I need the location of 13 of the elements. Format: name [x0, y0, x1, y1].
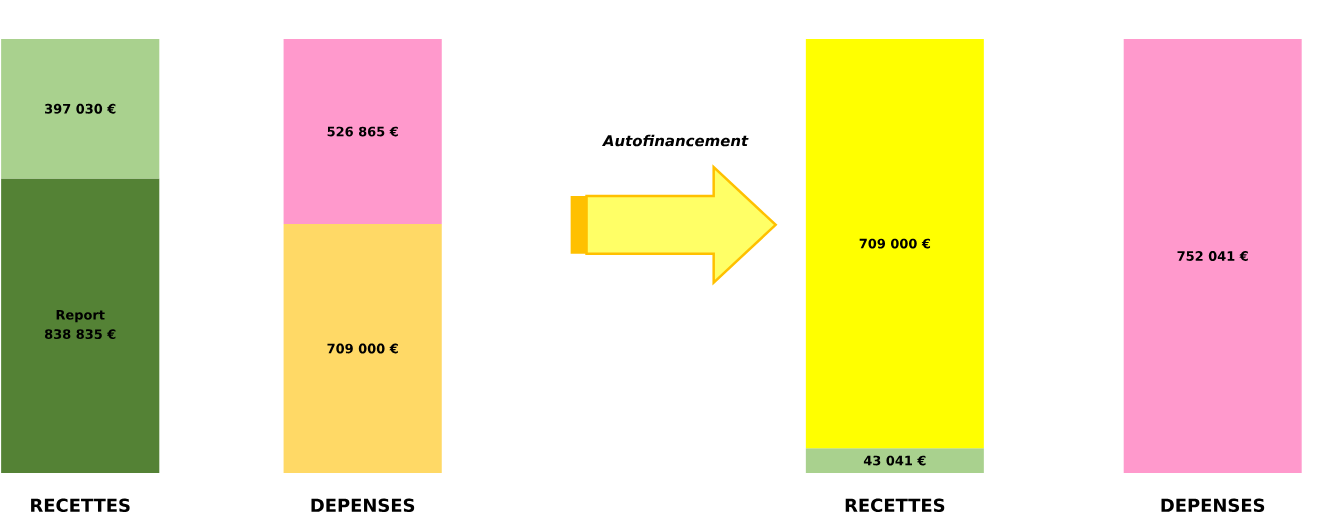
data-label: 397 030 €: [45, 103, 116, 114]
x-tick-label: RECETTES: [31, 498, 130, 513]
x-tick-label: DEPENSES: [311, 498, 415, 513]
data-label: 709 000 €: [859, 238, 931, 249]
data-label: 43 041 €: [863, 455, 926, 466]
annotation: Report: [56, 310, 105, 323]
data-label: 526 865 €: [327, 126, 398, 137]
data-label: 752 041 €: [1177, 251, 1248, 261]
data-label: 709 000 €: [327, 343, 398, 354]
data-label: 838 835 €: [44, 329, 116, 340]
x-tick-label: DEPENSES: [1161, 498, 1265, 513]
x-tick-label: RECETTES: [845, 498, 945, 513]
annotation: Autofinancement: [601, 134, 749, 147]
